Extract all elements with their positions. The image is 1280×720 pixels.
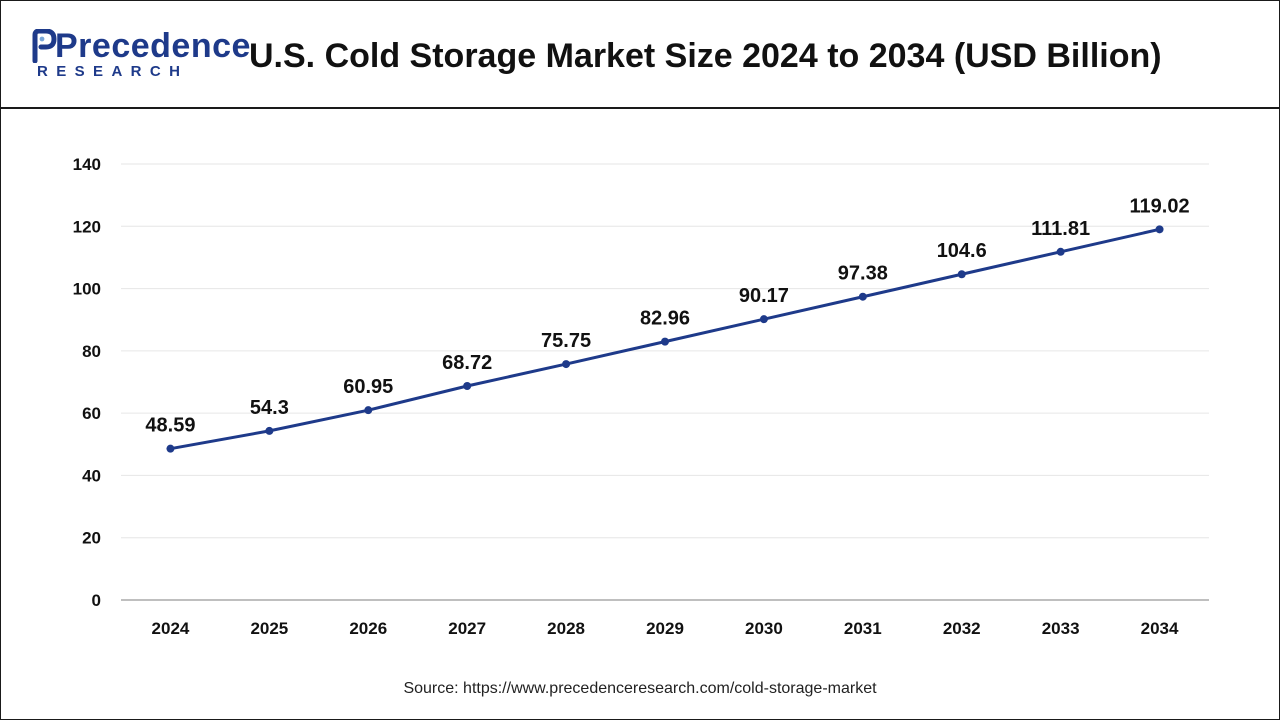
- x-tick-label: 2028: [547, 619, 585, 638]
- data-point: [1155, 225, 1164, 234]
- x-tick-label: 2032: [943, 619, 981, 638]
- y-tick-label: 0: [92, 591, 101, 610]
- x-tick-label: 2033: [1042, 619, 1080, 638]
- source-note: Source: https://www.precedenceresearch.c…: [403, 680, 877, 697]
- data-labels: 48.59 54.3 60.95 68.72 75.75 82.96 90.17 97.38 1…: [145, 195, 1189, 436]
- y-tick-label: 120: [73, 217, 101, 236]
- data-label: 111.81: [1031, 218, 1090, 240]
- y-tick-label: 80: [82, 342, 101, 361]
- brand-logo: Precedence RESEARCH: [31, 25, 250, 85]
- data-point: [957, 270, 966, 279]
- data-label: 90.17: [739, 285, 789, 307]
- data-label: 54.3: [250, 397, 289, 419]
- logo-subtitle: RESEARCH: [37, 63, 189, 80]
- data-point: [265, 426, 274, 435]
- x-tick-label: 2034: [1141, 619, 1179, 638]
- x-tick-label: 2024: [152, 619, 190, 638]
- x-tick-label: 2025: [250, 619, 288, 638]
- data-label: 60.95: [343, 376, 393, 398]
- data-label: 68.72: [442, 352, 492, 374]
- y-tick-label: 140: [73, 155, 101, 174]
- data-label: 82.96: [640, 308, 690, 330]
- y-tick-label: 40: [82, 466, 101, 485]
- data-label: 75.75: [541, 330, 591, 352]
- data-point: [858, 292, 867, 301]
- data-label: 48.59: [145, 415, 195, 437]
- data-label: 104.6: [937, 240, 987, 262]
- data-point: [1056, 247, 1065, 256]
- logo-wordmark: Precedence: [55, 27, 251, 65]
- data-point: [661, 337, 669, 346]
- x-tick-label: 2031: [844, 619, 882, 638]
- x-tick-label: 2030: [745, 619, 783, 638]
- y-tick-label: 60: [82, 404, 101, 423]
- series-layer: [166, 225, 1164, 453]
- data-point: [364, 406, 373, 415]
- y-tick-label: 20: [82, 529, 101, 548]
- data-point: [166, 444, 175, 453]
- x-axis-ticks: 2024 2025 2026 2027 2028 2029 2030 2031 2032 2033…: [152, 619, 1179, 638]
- precedence-logo-icon: [32, 29, 57, 63]
- chart-title: U.S. Cold Storage Market Size 2024 to 20…: [249, 37, 1162, 75]
- x-tick-label: 2029: [646, 619, 684, 638]
- data-label: 119.02: [1130, 195, 1190, 217]
- y-tick-label: 100: [73, 280, 101, 299]
- data-point: [463, 381, 472, 390]
- grid-lines: [121, 163, 1209, 601]
- data-point: [562, 360, 571, 369]
- x-tick-label: 2027: [448, 619, 486, 638]
- x-tick-label: 2026: [349, 619, 387, 638]
- data-label: 97.38: [838, 263, 888, 285]
- data-point: [759, 315, 768, 324]
- y-axis-ticks: 0 20 40 60 80 100 120 140: [73, 155, 101, 610]
- header: Precedence RESEARCH U.S. Cold Storage Ma…: [1, 1, 1279, 109]
